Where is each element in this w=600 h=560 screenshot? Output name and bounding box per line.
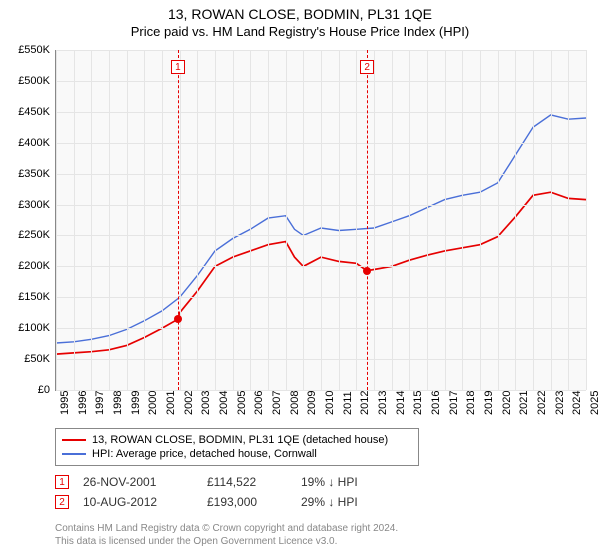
x-tick-label: 2016 [430, 391, 442, 415]
sale-row-1: 1 26-NOV-2001 £114,522 19% ↓ HPI [55, 472, 401, 492]
legend-swatch-hpi [62, 453, 86, 455]
sale-row-2: 2 10-AUG-2012 £193,000 29% ↓ HPI [55, 492, 401, 512]
legend-label-hpi: HPI: Average price, detached house, Corn… [92, 448, 317, 460]
plot-area: 12 [55, 50, 586, 391]
legend-swatch-property [62, 439, 86, 441]
x-tick-label: 1997 [94, 391, 106, 415]
y-tick-label: £150K [0, 291, 50, 303]
legend-item-property: 13, ROWAN CLOSE, BODMIN, PL31 1QE (detac… [62, 433, 412, 447]
sale-marker-1: 1 [55, 475, 69, 489]
y-tick-label: £500K [0, 75, 50, 87]
chart-container: 13, ROWAN CLOSE, BODMIN, PL31 1QE Price … [0, 0, 600, 560]
x-tick-label: 2014 [395, 391, 407, 415]
y-tick-label: £200K [0, 260, 50, 272]
sale-date-1: 26-NOV-2001 [83, 475, 193, 489]
x-tick-label: 2023 [554, 391, 566, 415]
x-tick-label: 2010 [324, 391, 336, 415]
x-tick-label: 1999 [130, 391, 142, 415]
x-tick-label: 1998 [112, 391, 124, 415]
y-tick-label: £250K [0, 229, 50, 241]
legend-label-property: 13, ROWAN CLOSE, BODMIN, PL31 1QE (detac… [92, 434, 388, 446]
footer-line-2: This data is licensed under the Open Gov… [55, 535, 398, 548]
chart-marker-2: 2 [360, 60, 374, 74]
x-tick-label: 2004 [218, 391, 230, 415]
sale-pct-1: 19% ↓ HPI [301, 475, 401, 489]
footer-line-1: Contains HM Land Registry data © Crown c… [55, 522, 398, 535]
x-tick-label: 2011 [342, 391, 354, 415]
x-tick-label: 2009 [306, 391, 318, 415]
y-tick-label: £400K [0, 137, 50, 149]
x-tick-label: 2015 [412, 391, 424, 415]
x-tick-label: 2006 [253, 391, 265, 415]
sale-date-2: 10-AUG-2012 [83, 495, 193, 509]
y-tick-label: £0 [0, 384, 50, 396]
x-tick-label: 2018 [465, 391, 477, 415]
x-tick-label: 2005 [236, 391, 248, 415]
x-tick-label: 2013 [377, 391, 389, 415]
x-tick-label: 2022 [536, 391, 548, 415]
x-tick-label: 2000 [147, 391, 159, 415]
legend-item-hpi: HPI: Average price, detached house, Corn… [62, 447, 412, 461]
x-tick-label: 2017 [448, 391, 460, 415]
x-tick-label: 2020 [501, 391, 513, 415]
x-tick-label: 2007 [271, 391, 283, 415]
footer: Contains HM Land Registry data © Crown c… [55, 522, 398, 548]
x-tick-label: 2025 [589, 391, 600, 415]
y-tick-label: £450K [0, 106, 50, 118]
sale-price-1: £114,522 [207, 475, 287, 489]
y-tick-label: £550K [0, 44, 50, 56]
y-tick-label: £350K [0, 168, 50, 180]
sales-table: 1 26-NOV-2001 £114,522 19% ↓ HPI 2 10-AU… [55, 472, 401, 512]
chart-subtitle: Price paid vs. HM Land Registry's House … [0, 22, 600, 43]
y-tick-label: £50K [0, 353, 50, 365]
x-tick-label: 2008 [289, 391, 301, 415]
y-tick-label: £300K [0, 199, 50, 211]
chart-title: 13, ROWAN CLOSE, BODMIN, PL31 1QE [0, 0, 600, 22]
y-tick-label: £100K [0, 322, 50, 334]
sale-price-2: £193,000 [207, 495, 287, 509]
x-tick-label: 2019 [483, 391, 495, 415]
sale-pct-2: 29% ↓ HPI [301, 495, 401, 509]
legend: 13, ROWAN CLOSE, BODMIN, PL31 1QE (detac… [55, 428, 419, 466]
chart-marker-1: 1 [171, 60, 185, 74]
x-tick-label: 1996 [77, 391, 89, 415]
x-tick-label: 2024 [571, 391, 583, 415]
x-tick-label: 2012 [359, 391, 371, 415]
x-tick-label: 2021 [518, 391, 530, 415]
x-tick-label: 2001 [165, 391, 177, 415]
x-tick-label: 2003 [200, 391, 212, 415]
x-tick-label: 2002 [183, 391, 195, 415]
sale-marker-2: 2 [55, 495, 69, 509]
x-tick-label: 1995 [59, 391, 71, 415]
